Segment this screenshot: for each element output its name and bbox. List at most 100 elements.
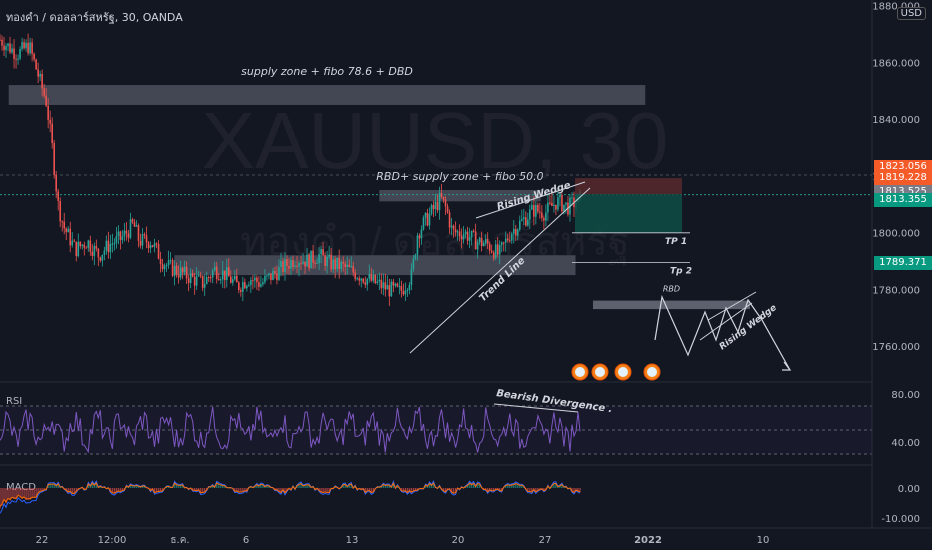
candle-body (390, 281, 393, 297)
candle-body (185, 266, 188, 279)
trend-line (409, 187, 591, 354)
candle-body (51, 123, 53, 144)
candle-body (378, 279, 381, 282)
candle-body (284, 259, 286, 273)
candle-body (486, 238, 489, 244)
candle-body (179, 267, 182, 278)
candle-body (418, 235, 421, 239)
candle-body (442, 196, 445, 200)
candle-body (246, 285, 248, 289)
macd-histogram-bar (428, 483, 431, 488)
candle-body (454, 229, 457, 233)
candle-body (211, 270, 214, 278)
candle-body (236, 275, 238, 283)
candle-body (438, 193, 441, 211)
macd-histogram-bar (75, 488, 77, 492)
candle-body (187, 278, 190, 283)
macd-histogram-bar (577, 488, 579, 492)
time-tick: 20 (452, 535, 465, 546)
macd-histogram-bar (201, 488, 204, 493)
candle-body (225, 267, 228, 281)
candle-body (482, 243, 485, 247)
candle-body (288, 265, 290, 269)
candle-body (232, 279, 234, 283)
macd-histogram-bar (488, 488, 491, 490)
macd-histogram-bar (366, 488, 368, 492)
symbol-title[interactable]: ทองคำ / ดอลลาร์สหรัฐ, 30, OANDA (6, 11, 183, 24)
candle-body (408, 285, 411, 290)
macd-histogram-bar (507, 484, 509, 488)
event-flag-icon-inner (618, 367, 628, 377)
macd-histogram-bar (35, 488, 37, 498)
candle-body (264, 275, 266, 283)
candle-body (280, 261, 282, 267)
macd-histogram-bar (220, 484, 222, 488)
candle-body (43, 88, 45, 96)
candle-body (45, 95, 47, 106)
candle-body (223, 270, 226, 281)
macd-histogram-bar (388, 484, 391, 488)
candle-body (308, 254, 310, 269)
candle-body (123, 230, 126, 237)
candle-body (478, 237, 481, 243)
candle-body (107, 240, 110, 253)
macd-histogram-bar (412, 488, 415, 492)
macd-histogram-bar (29, 488, 31, 500)
macd-histogram-bar (262, 484, 264, 488)
candle-body (97, 248, 100, 258)
macd-histogram-bar (57, 483, 59, 488)
macd-histogram-bar (511, 484, 513, 488)
time-tick: 12:00 (98, 535, 127, 546)
candle-body (310, 250, 312, 269)
candle-body (37, 69, 39, 77)
signal-line (0, 481, 581, 507)
candle-body (470, 230, 473, 238)
candle-body (346, 264, 348, 267)
candle-body (561, 194, 563, 212)
candle-body (539, 211, 541, 213)
candle-body (195, 276, 198, 286)
macd-histogram-bar (43, 488, 45, 491)
candle-body (250, 280, 252, 285)
candle-body (203, 284, 206, 288)
candle-body (213, 266, 216, 271)
candle-body (328, 254, 330, 257)
candle-body (510, 233, 513, 241)
candle-body (59, 200, 62, 222)
candle-body (193, 276, 196, 286)
candle-body (33, 53, 35, 60)
candle-body (57, 191, 60, 201)
macd-histogram-bar (131, 485, 134, 488)
macd-histogram-bar (320, 488, 322, 493)
macd-histogram-bar (177, 484, 180, 488)
candle-body (242, 282, 244, 292)
macd-histogram-bar (246, 488, 248, 492)
candle-body (23, 42, 25, 49)
candle-body (201, 275, 204, 288)
candle-body (27, 42, 29, 54)
candle-body (430, 205, 433, 214)
candle-body (87, 240, 90, 248)
event-flag-icon-inner (575, 367, 585, 377)
candle-body (119, 231, 122, 240)
macd-histogram-bar (99, 486, 102, 488)
candle-body (426, 212, 429, 226)
candle-body (563, 204, 565, 212)
zone-label-0: supply zone + fibo 78.6 + DBD (241, 65, 413, 78)
tp-label-2: Tp 2 (670, 267, 692, 277)
macd-histogram-bar (298, 484, 300, 488)
candle-body (432, 205, 435, 210)
candle-body (149, 245, 152, 249)
macd-histogram-bar (450, 488, 453, 493)
macd-histogram-bar (199, 488, 202, 494)
candle-body (326, 256, 328, 267)
candle-body (7, 43, 9, 47)
position-layer[interactable]: TP 1 Tp 2 (572, 178, 692, 277)
candle-body (318, 254, 320, 264)
candle-body (31, 42, 33, 54)
macd-histogram-bar (326, 488, 328, 493)
currency-badge[interactable]: USD (896, 7, 926, 20)
candle-body (516, 229, 519, 236)
